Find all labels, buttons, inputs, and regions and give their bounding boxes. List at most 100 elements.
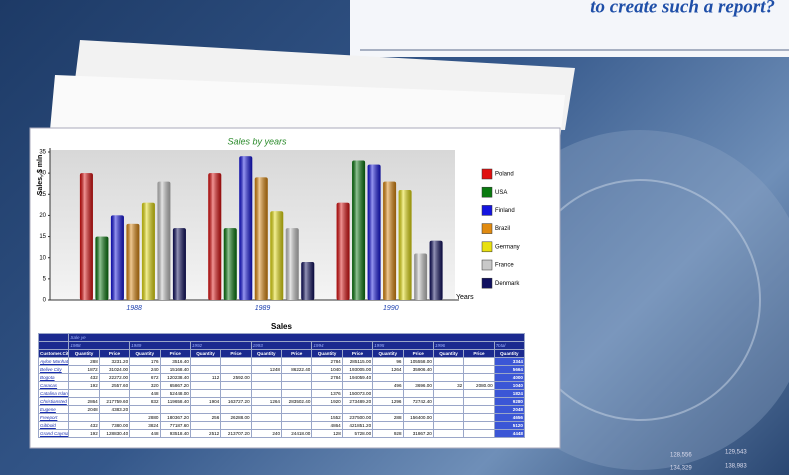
bar-shine: [208, 173, 221, 300]
legend-swatch: [482, 169, 492, 179]
legend-label: Poland: [495, 172, 514, 178]
bg-number: 138,983: [725, 464, 747, 470]
table-cell: [373, 390, 403, 398]
chart-title: Sales by years: [227, 136, 287, 146]
table-cell: 180367.20: [160, 414, 190, 422]
table-title: Sales: [38, 322, 525, 333]
table-cell: [464, 374, 494, 382]
table-row: Sale ye: [39, 334, 525, 342]
legend-swatch: [482, 260, 492, 270]
table-cell: 5664: [494, 366, 524, 374]
bar-shine: [173, 228, 186, 300]
y-tick-label: 20: [39, 213, 46, 219]
headline: to create such a report?: [590, 0, 775, 17]
y-tick-label: 25: [39, 192, 46, 198]
table-cell: [251, 406, 281, 414]
table-cell: 120238.40: [160, 374, 190, 382]
table-cell: Price: [464, 350, 494, 358]
table: Sale ye1988198919921993199419951996Total…: [38, 333, 525, 438]
table-cell: 9280: [494, 398, 524, 406]
table-cell: [251, 422, 281, 430]
table-row: Eugene20484383.202048: [39, 406, 525, 414]
bar-shine: [239, 156, 252, 300]
table-cell: [464, 398, 494, 406]
table-row: Grand Cayman192128830.4044893518.4025122…: [39, 430, 525, 438]
screenshot: to create such a report? 128,556 129,543…: [0, 0, 789, 475]
bg-number: 128,556: [670, 453, 692, 459]
table-row: Bogota43222272.00672120238.401122592.002…: [39, 374, 525, 382]
legend-label: USA: [495, 190, 507, 196]
table-cell: 7380.00: [99, 422, 129, 430]
table-cell: [403, 422, 433, 430]
table-cell: 421851.20: [342, 422, 372, 430]
legend-swatch: [482, 278, 492, 288]
table-cell: [99, 390, 129, 398]
legend-label: Finland: [495, 208, 515, 214]
table-cell: 1264: [251, 398, 281, 406]
table-cell: 77187.60: [160, 422, 190, 430]
legend-label: Brazil: [495, 226, 510, 232]
table-cell: [251, 390, 281, 398]
x-tick-label: 1988: [126, 305, 142, 312]
table-cell: [190, 390, 220, 398]
table-cell: 65867.20: [160, 382, 190, 390]
table-cell: Grand Cayman: [39, 430, 69, 438]
table-cell: 288: [373, 414, 403, 422]
table-cell: [373, 406, 403, 414]
table-cell: [433, 406, 463, 414]
table-cell: [464, 422, 494, 430]
table-cell: [282, 358, 312, 366]
table-cell: [190, 406, 220, 414]
table-cell: 22272.00: [99, 374, 129, 382]
table-cell: [251, 414, 281, 422]
table-cell: 1995: [373, 342, 434, 350]
table-cell: [251, 374, 281, 382]
table-cell: Quantity: [312, 350, 342, 358]
table-cell: Eugene: [39, 406, 69, 414]
bar-shine: [95, 237, 108, 300]
table-cell: [221, 358, 251, 366]
y-tick-label: 30: [39, 171, 46, 177]
table-cell: [221, 422, 251, 430]
table-cell: 432: [69, 422, 99, 430]
table-cell: 31867.20: [403, 430, 433, 438]
table-cell: 31024.00: [99, 366, 129, 374]
bar-shine: [80, 173, 93, 300]
table-cell: Quantity: [251, 350, 281, 358]
bar-shine: [430, 241, 443, 300]
table-cell: 176: [130, 358, 160, 366]
table-cell: [130, 406, 160, 414]
table-cell: [312, 382, 342, 390]
table-cell: Price: [221, 350, 251, 358]
table-cell: 1376: [312, 390, 342, 398]
table-cell: 156400.00: [403, 414, 433, 422]
table-row: Freeport2880180367.2025626288.0015522375…: [39, 414, 525, 422]
table-cell: Price: [403, 350, 433, 358]
table-cell: Gibbold: [39, 422, 69, 430]
table-cell: 15168.40: [160, 366, 190, 374]
table-cell: [373, 422, 403, 430]
table-cell: [39, 342, 69, 350]
table-cell: [464, 358, 494, 366]
table-cell: Customer.City: [39, 350, 69, 358]
table-cell: 4000: [494, 374, 524, 382]
table-cell: 285115.00: [342, 358, 372, 366]
table-cell: 496: [373, 382, 403, 390]
table-cell: 1920: [312, 398, 342, 406]
table-cell: [433, 374, 463, 382]
x-tick-label: 1989: [255, 305, 271, 312]
table-cell: [282, 390, 312, 398]
table-cell: 1264: [373, 366, 403, 374]
table-cell: [433, 430, 463, 438]
table-cell: 1993: [251, 342, 312, 350]
table-cell: 240: [251, 430, 281, 438]
table-cell: [464, 414, 494, 422]
table-cell: Price: [342, 350, 372, 358]
table-cell: 217759.60: [99, 398, 129, 406]
table-cell: [342, 382, 372, 390]
table-cell: Bogota: [39, 374, 69, 382]
table-cell: 2557.60: [99, 382, 129, 390]
table-row: Aylon Manhattan2883231.201763516.4027842…: [39, 358, 525, 366]
